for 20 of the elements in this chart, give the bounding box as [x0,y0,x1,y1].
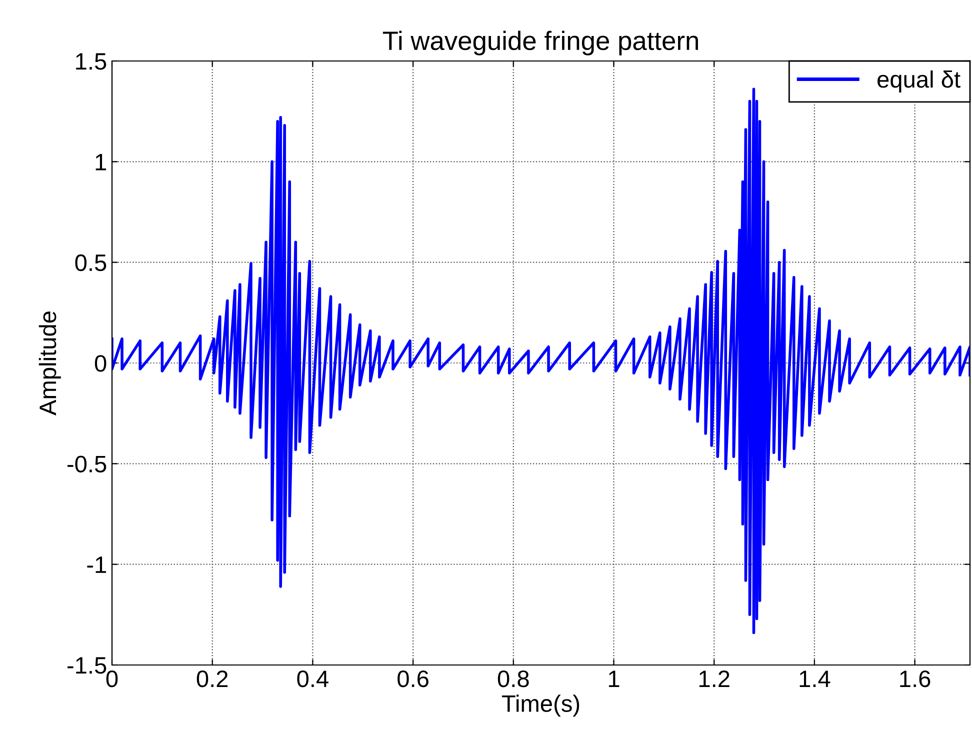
x-tick-label: 1.2 [699,670,730,687]
x-tick-label: 1.4 [800,670,830,687]
y-tick-label: -1.5 [68,657,106,674]
x-tick-label: 0.2 [196,670,228,688]
x-tick-label: 0 [106,670,118,688]
x-tick-label: 0.4 [297,670,328,688]
y-tick-label: 0 [94,355,106,372]
y-tick-label: -0.5 [68,456,106,472]
chart-title: Ti waveguide fringe pattern [382,30,698,56]
y-axis-title: Amplitude [38,312,61,416]
y-tick-label: -1 [87,556,106,573]
x-tick-label: 0.8 [498,670,529,688]
legend-label: equal δt [878,70,960,92]
y-tick-label: 0.5 [75,254,106,272]
x-tick-label: 1.6 [900,670,930,688]
x-axis-title: Time(s) [502,694,580,717]
x-tick-label: 1 [608,670,620,687]
y-tick-label: 1.5 [76,53,106,70]
x-tick-label: 0.6 [398,670,428,688]
y-tick-label: 1 [96,154,106,170]
